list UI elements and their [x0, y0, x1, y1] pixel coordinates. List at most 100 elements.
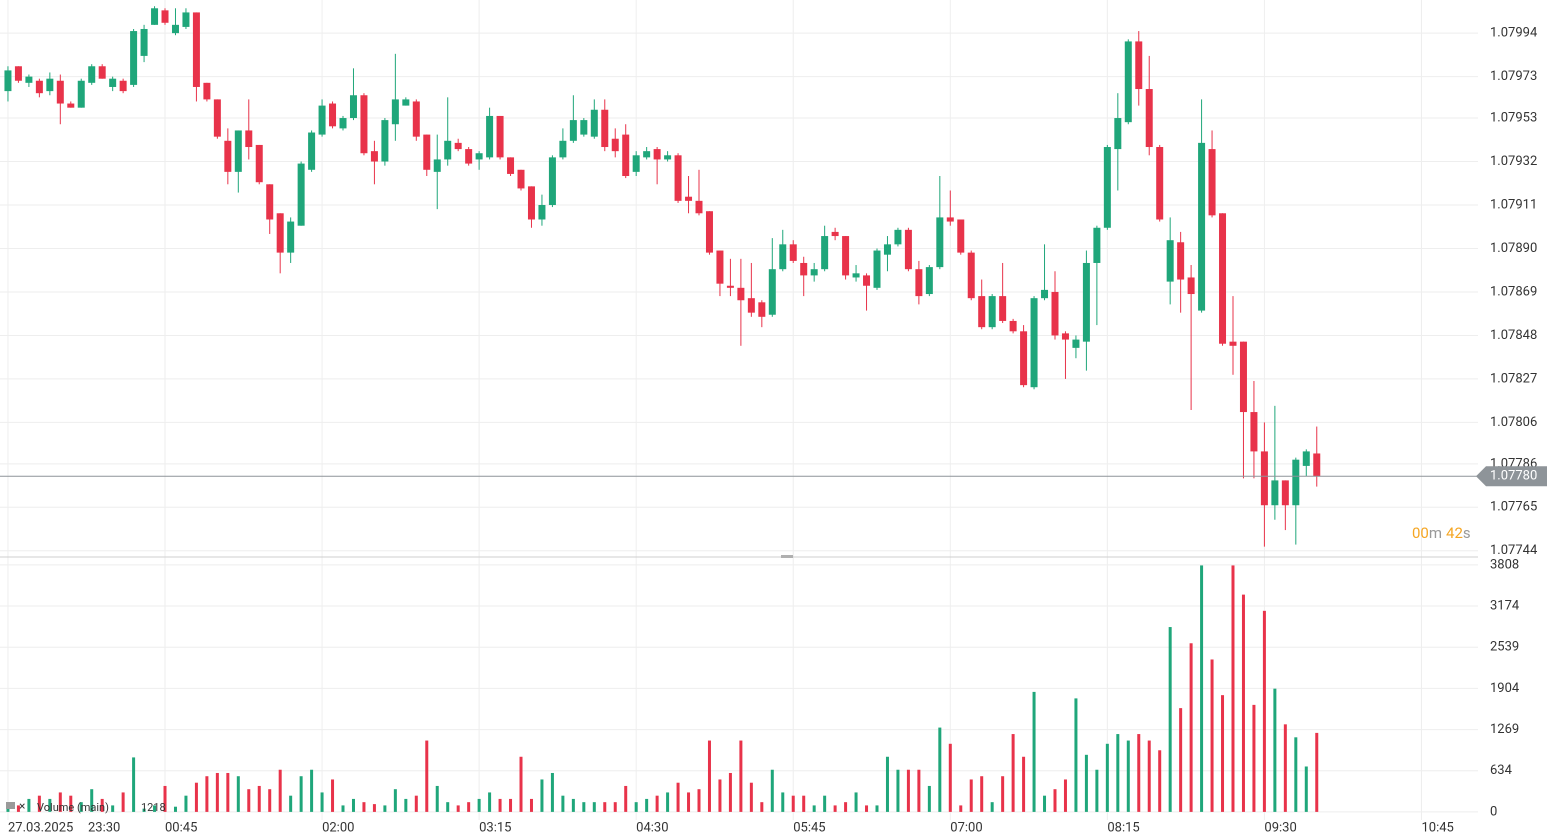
volume-bar — [1095, 769, 1099, 812]
x-date-label: 27.03.2025 — [8, 820, 73, 835]
last-price-tag — [1476, 466, 1547, 487]
candle-body — [810, 269, 818, 276]
candle-body — [56, 80, 64, 104]
y-tick-label: 0 — [1490, 804, 1497, 819]
y-tick-label: 1.07890 — [1490, 241, 1537, 256]
candle-body — [852, 273, 860, 278]
volume-bar — [163, 785, 167, 812]
volume-bar — [467, 802, 471, 812]
legend-close-icon[interactable]: × — [19, 799, 25, 813]
candle-body — [538, 204, 546, 220]
candle-body — [67, 103, 75, 108]
candle-body — [716, 250, 724, 284]
candle-body — [1271, 480, 1279, 506]
candle-body — [276, 213, 284, 253]
volume-bar — [215, 772, 219, 812]
volume-bar — [917, 769, 921, 812]
candle-body — [946, 217, 954, 222]
volume-bar — [781, 792, 785, 812]
panel-resize-handle[interactable] — [781, 555, 793, 558]
countdown-minutes-unit: m — [1429, 524, 1442, 542]
x-tick-label: 08:15 — [1107, 820, 1139, 835]
candle-body — [402, 99, 410, 106]
candle-body — [936, 217, 944, 268]
candle-body — [266, 184, 274, 220]
candle-body — [611, 138, 619, 152]
candle-body — [1187, 277, 1195, 295]
last-price-label: 1.07780 — [1490, 469, 1537, 484]
candle-body — [349, 95, 357, 119]
y-tick-label: 1.07806 — [1490, 415, 1537, 430]
volume-bar — [111, 805, 115, 812]
candle-body — [863, 275, 871, 286]
volume-bar — [1137, 734, 1141, 812]
candle-body — [705, 211, 713, 253]
candle-body — [1219, 213, 1227, 344]
volume-bar — [320, 792, 324, 812]
y-tick-label: 2539 — [1490, 640, 1519, 655]
candle-body — [842, 236, 850, 276]
candle-body — [1313, 453, 1321, 477]
candle-body — [1061, 333, 1069, 340]
volume-bar — [194, 782, 198, 812]
volume-bar — [519, 756, 523, 812]
countdown-seconds: 42 — [1446, 524, 1463, 542]
volume-bar — [1001, 776, 1005, 812]
volume-bar — [550, 772, 554, 812]
volume-bar — [278, 769, 282, 812]
overlay-layer: 00m 42s × Volume (main) 1218 1.07744 1.077… — [6, 26, 1547, 835]
candle-body — [873, 250, 881, 288]
volume-bar — [1221, 695, 1225, 812]
volume-bar — [121, 792, 125, 812]
volume-bar — [854, 792, 858, 812]
volume-bar — [341, 805, 345, 812]
candle-body — [444, 140, 452, 160]
y-tick-label: 1.07932 — [1490, 154, 1537, 169]
candle-body — [4, 70, 12, 92]
volume-bar — [1179, 708, 1183, 812]
candle-body — [287, 221, 295, 253]
volume-bar — [153, 805, 157, 812]
volume-bar — [1283, 724, 1287, 812]
candle-body — [1250, 412, 1258, 452]
candle-body — [423, 134, 431, 170]
volume-bar — [1126, 740, 1130, 812]
volume-bar — [980, 776, 984, 812]
volume-bar — [393, 789, 397, 812]
candle-body — [800, 262, 808, 276]
candle-body — [883, 244, 891, 255]
y-tick-label: 3174 — [1490, 598, 1520, 613]
candle-body — [98, 66, 106, 79]
volume-legend-value: 1218 — [141, 801, 166, 814]
candle-body — [412, 101, 420, 137]
volume-bar — [1262, 610, 1266, 812]
volume-bar — [299, 776, 303, 812]
volume-bar — [477, 798, 481, 812]
volume-bar — [844, 802, 848, 812]
candle-body — [245, 130, 253, 148]
volume-bar — [257, 785, 261, 812]
legend-icon[interactable] — [6, 802, 15, 809]
marks-layer — [0, 6, 1478, 812]
y-tick-label: 1.07765 — [1490, 500, 1537, 515]
countdown: 00m 42s — [1412, 524, 1471, 542]
volume-bar — [435, 785, 439, 812]
candle-body — [653, 149, 661, 160]
volume-bar — [289, 795, 293, 812]
volume-bar — [707, 740, 711, 812]
candle-body — [737, 287, 745, 301]
candle-body — [747, 298, 755, 313]
volume-bar — [676, 782, 680, 812]
candle-body — [831, 231, 839, 237]
volume-bar — [1294, 737, 1298, 812]
volume-bar — [1105, 743, 1109, 812]
candle-body — [726, 285, 734, 288]
volume-bar — [456, 805, 460, 812]
candle-body — [915, 269, 923, 297]
candle-body — [559, 140, 567, 158]
volume-bar — [603, 802, 607, 812]
candle-body — [234, 130, 242, 172]
volume-bar — [425, 740, 429, 812]
candle-body — [1177, 242, 1185, 280]
volume-bar — [310, 769, 314, 812]
